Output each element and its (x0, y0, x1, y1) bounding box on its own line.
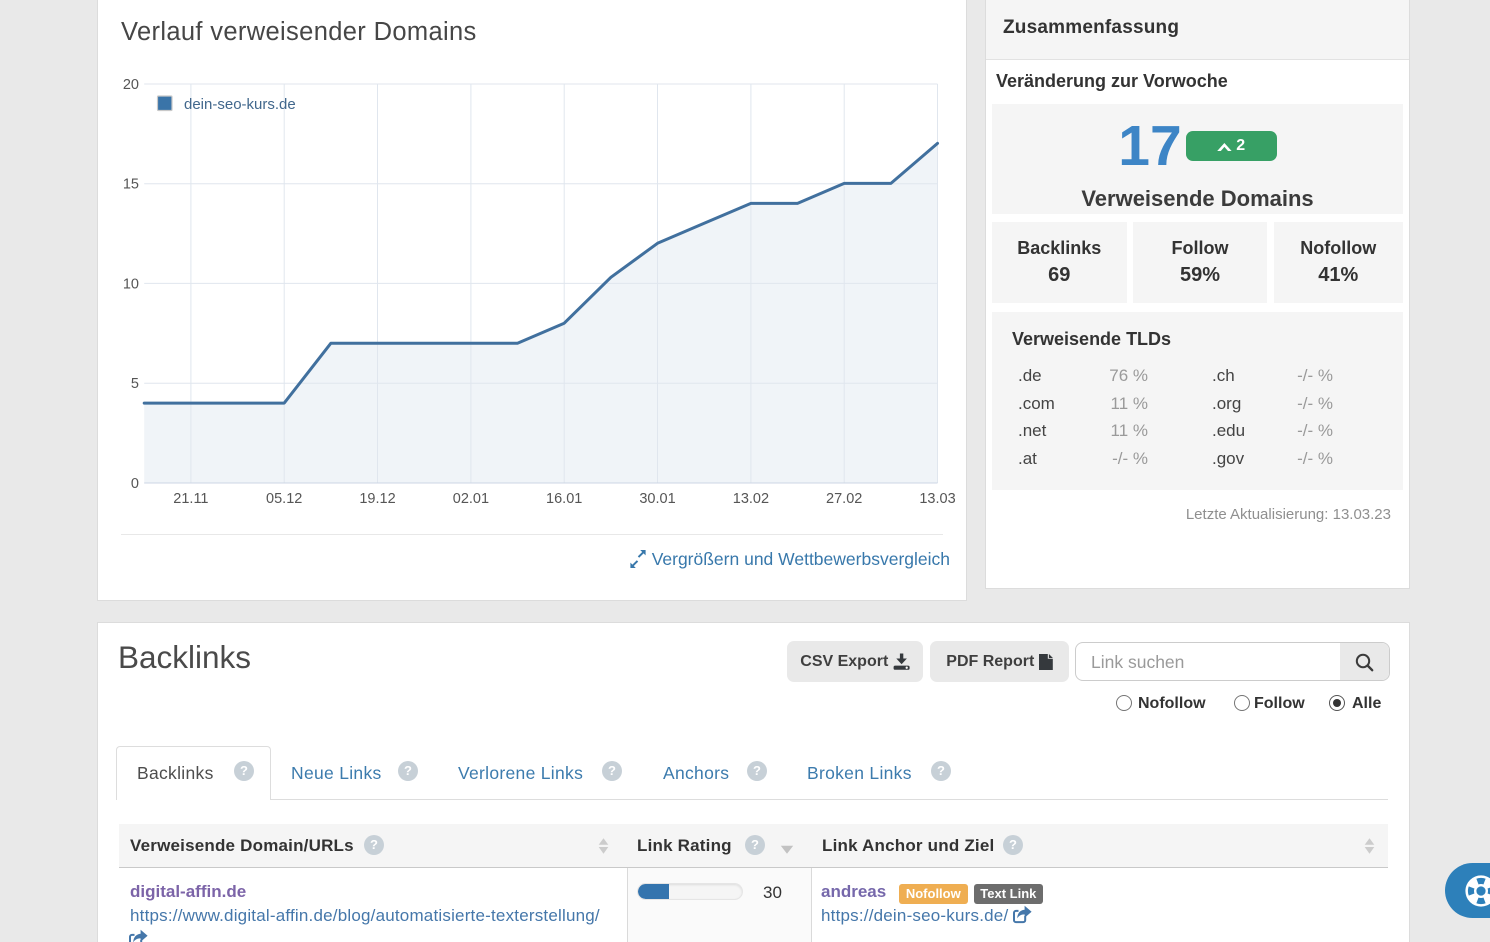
svg-text:30.01: 30.01 (639, 491, 675, 507)
svg-text:13.03: 13.03 (919, 491, 955, 507)
svg-text:05.12: 05.12 (266, 491, 302, 507)
svg-text:19.12: 19.12 (359, 491, 395, 507)
svg-text:21.11: 21.11 (173, 491, 208, 507)
svg-text:dein-seo-kurs.de: dein-seo-kurs.de (184, 96, 296, 113)
svg-text:10: 10 (123, 276, 139, 292)
svg-text:13.02: 13.02 (733, 491, 769, 507)
svg-text:16.01: 16.01 (546, 491, 582, 507)
svg-text:02.01: 02.01 (453, 491, 489, 507)
svg-text:0: 0 (131, 476, 139, 492)
svg-text:5: 5 (131, 376, 139, 392)
svg-text:27.02: 27.02 (826, 491, 862, 507)
svg-text:20: 20 (123, 77, 139, 93)
svg-text:15: 15 (123, 177, 139, 193)
